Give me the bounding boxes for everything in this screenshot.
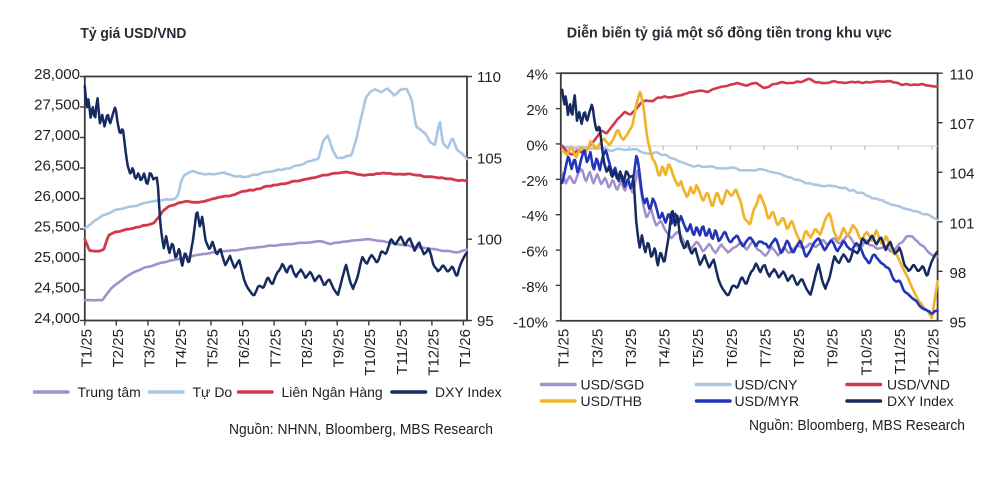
svg-text:T4/25: T4/25: [657, 329, 674, 367]
svg-text:110: 110: [950, 67, 974, 84]
svg-text:T7/25: T7/25: [757, 329, 774, 367]
svg-text:27,000: 27,000: [34, 127, 80, 144]
svg-text:-8%: -8%: [521, 279, 548, 296]
svg-text:USD/MYR: USD/MYR: [735, 393, 800, 409]
svg-text:28,000: 28,000: [34, 66, 80, 83]
svg-text:T12/25: T12/25: [926, 329, 943, 376]
svg-text:Nguồn: NHNN, Bloomberg, MBS Re: Nguồn: NHNN, Bloomberg, MBS Research: [229, 421, 493, 438]
svg-text:T1/25: T1/25: [78, 329, 95, 367]
svg-text:T7/25: T7/25: [268, 329, 285, 367]
svg-text:T10/25: T10/25: [362, 329, 379, 376]
svg-text:105: 105: [477, 150, 502, 167]
svg-text:26,500: 26,500: [34, 158, 80, 175]
svg-text:T5/25: T5/25: [690, 329, 707, 367]
svg-text:T1/25: T1/25: [556, 329, 573, 367]
svg-text:25,500: 25,500: [34, 219, 80, 236]
svg-text:98: 98: [950, 265, 967, 282]
svg-text:USD/VND: USD/VND: [887, 377, 950, 393]
svg-text:T3/25: T3/25: [623, 329, 640, 367]
svg-text:110: 110: [477, 69, 501, 86]
svg-text:Nguồn: Bloomberg, MBS Research: Nguồn: Bloomberg, MBS Research: [749, 417, 965, 434]
svg-text:27,500: 27,500: [34, 97, 80, 114]
svg-text:T6/25: T6/25: [724, 329, 741, 367]
svg-text:Tỷ giá USD/VND: Tỷ giá USD/VND: [80, 25, 186, 42]
svg-text:T9/25: T9/25: [825, 329, 842, 367]
svg-text:T6/25: T6/25: [236, 329, 253, 367]
svg-text:T8/25: T8/25: [791, 329, 808, 367]
svg-text:T11/25: T11/25: [394, 329, 411, 375]
svg-text:-4%: -4%: [521, 208, 548, 225]
svg-text:24,500: 24,500: [34, 280, 80, 297]
svg-text:T11/25: T11/25: [892, 329, 909, 375]
svg-text:Trung tâm: Trung tâm: [78, 384, 141, 400]
svg-text:0%: 0%: [526, 137, 548, 154]
svg-text:T3/25: T3/25: [589, 329, 606, 367]
svg-text:USD/SGD: USD/SGD: [581, 377, 645, 393]
svg-text:T10/25: T10/25: [858, 329, 875, 376]
svg-text:T4/25: T4/25: [173, 329, 190, 367]
svg-text:Tự Do: Tự Do: [193, 384, 233, 400]
svg-text:24,000: 24,000: [34, 310, 80, 327]
svg-text:95: 95: [477, 313, 494, 330]
svg-text:-2%: -2%: [521, 173, 548, 190]
svg-text:T3/25: T3/25: [141, 329, 158, 367]
svg-text:T5/25: T5/25: [205, 329, 222, 367]
svg-text:107: 107: [950, 116, 975, 133]
svg-text:T8/25: T8/25: [299, 329, 316, 367]
svg-text:104: 104: [950, 166, 975, 183]
svg-text:T12/25: T12/25: [425, 329, 442, 376]
svg-text:95: 95: [950, 314, 967, 331]
svg-text:-6%: -6%: [521, 244, 548, 261]
svg-text:Liên Ngân Hàng: Liên Ngân Hàng: [282, 384, 383, 400]
svg-text:T9/25: T9/25: [331, 329, 348, 367]
svg-text:DXY Index: DXY Index: [435, 384, 502, 400]
svg-text:USD/THB: USD/THB: [581, 393, 642, 409]
svg-text:-10%: -10%: [513, 314, 548, 331]
svg-text:T1/26: T1/26: [457, 329, 474, 367]
svg-text:101: 101: [950, 215, 975, 232]
svg-text:25,000: 25,000: [34, 249, 80, 266]
svg-text:USD/CNY: USD/CNY: [735, 377, 799, 393]
svg-text:T2/25: T2/25: [110, 329, 127, 367]
svg-text:2%: 2%: [526, 102, 548, 119]
svg-text:4%: 4%: [526, 67, 548, 84]
svg-text:100: 100: [477, 232, 502, 249]
svg-text:Diễn biến tỷ giá một số đồng t: Diễn biến tỷ giá một số đồng tiền trong …: [567, 25, 892, 42]
svg-text:26,000: 26,000: [34, 188, 80, 205]
svg-text:DXY Index: DXY Index: [887, 393, 954, 409]
